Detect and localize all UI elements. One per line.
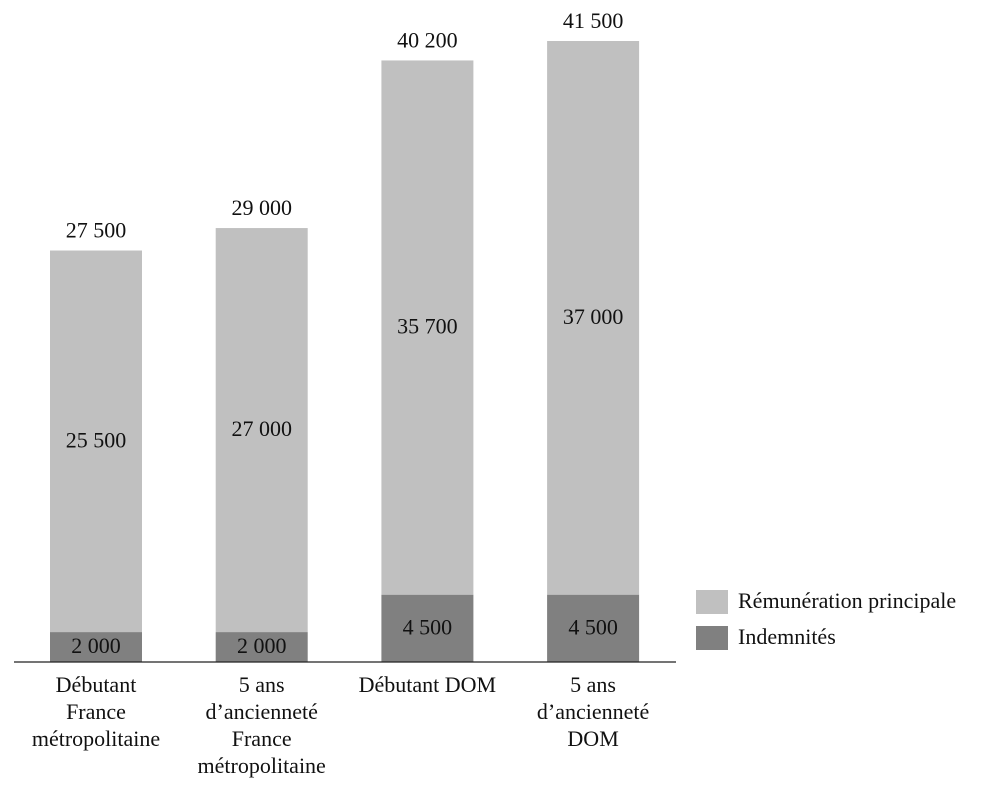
value-label: 2 000 [237,633,287,658]
bar-segment [215,228,308,633]
legend-swatch [696,590,728,614]
bar-segment [381,594,474,662]
total-label: 29 000 [231,195,292,220]
value-label: 4 500 [568,614,618,639]
value-label: 25 500 [66,427,127,452]
x-tick-label: Débutant France métropolitaine [31,672,161,751]
value-label: 27 000 [231,416,292,441]
value-label: 4 500 [403,614,453,639]
x-tick-label: 5 ans d’ancienneté France métropolitaine [197,672,326,778]
value-label: 2 000 [71,633,121,658]
total-label: 27 500 [66,218,127,243]
x-tick-label: 5 ans d’ancienneté DOM [536,672,650,751]
bar-segment [547,41,640,595]
bar-segment [50,632,142,662]
bar-segment [215,632,308,662]
x-tick-label: Débutant DOM [358,672,497,697]
total-label: 41 500 [563,8,624,33]
legend-label: Indemnités [738,624,836,649]
value-label: 35 700 [397,314,458,339]
total-label: 40 200 [397,27,458,52]
bar-segment [381,60,474,595]
bar-segment [547,594,640,662]
bar-segment [50,250,142,633]
legend-swatch [696,626,728,650]
legend-label: Rémunération principale [738,588,956,613]
value-label: 37 000 [563,304,624,329]
